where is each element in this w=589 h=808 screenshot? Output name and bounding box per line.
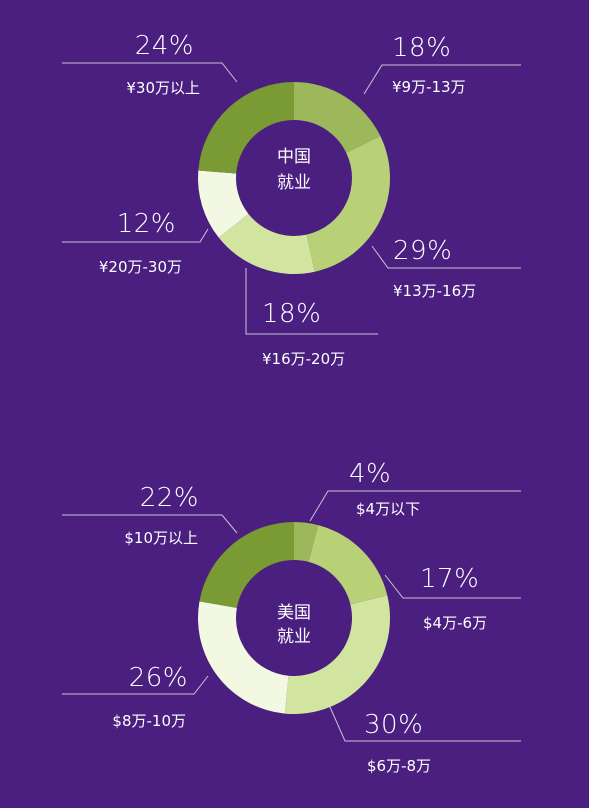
donut-slice [284, 595, 390, 714]
slice-percent-label: 30% [364, 710, 423, 740]
leader-line [62, 514, 238, 534]
donut-center-label: 就业 [277, 173, 311, 193]
leader-line [371, 245, 521, 269]
slice-range-label: ¥9万-13万 [392, 78, 466, 96]
donut-slice [294, 82, 381, 153]
donut-slice [306, 136, 391, 272]
leader-line [309, 490, 521, 522]
slice-percent-label: 22% [140, 483, 199, 513]
slice-range-label: ¥20万-30万 [99, 258, 182, 276]
slice-percent-label: 12% [117, 209, 176, 239]
slice-percent-label: 17% [420, 564, 479, 594]
slice-range-label: $8万-10万 [112, 712, 186, 730]
slice-percent-label: 26% [129, 663, 188, 693]
donut-slice [199, 522, 294, 608]
leader-line [329, 706, 521, 742]
slice-range-label: $4万-6万 [423, 614, 487, 632]
slice-percent-label: 29% [393, 236, 452, 266]
leader-line [384, 574, 521, 599]
leader-line [245, 268, 378, 335]
slice-range-label: $4万以下 [356, 500, 420, 518]
donut-center-label: 就业 [277, 627, 311, 647]
leader-line [62, 228, 209, 243]
donut-slice [218, 213, 315, 274]
donut-slice [198, 82, 294, 174]
leader-line [62, 675, 209, 695]
slice-range-label: ¥13万-16万 [393, 282, 476, 300]
slice-percent-label: 4% [349, 459, 391, 489]
donut-slice [308, 525, 388, 605]
donut-slice [198, 601, 289, 714]
slice-range-label: ¥30万以上 [126, 79, 200, 97]
slice-range-label: $6万-8万 [367, 757, 431, 775]
donut-slice [294, 522, 319, 562]
leader-line [363, 64, 521, 95]
slice-percent-label: 24% [135, 31, 194, 61]
usa-donut-chart: 4% $4万以下 17% $4万-6万 30% $6万-8万 26% $8万-10万 22% $1… [62, 459, 521, 775]
donut-center-label: 中国 [277, 147, 311, 167]
donut-center-label: 美国 [277, 603, 311, 623]
china-donut-chart: 18% ¥9万-13万 29% ¥13万-16万 18% ¥16万-20万 12% ¥20万-… [62, 31, 521, 368]
slice-range-label: ¥16万-20万 [262, 350, 345, 368]
leader-line [62, 62, 238, 83]
slice-percent-label: 18% [392, 33, 451, 63]
donut-slice [198, 170, 249, 238]
slice-percent-label: 18% [262, 299, 321, 329]
slice-range-label: $10万以上 [124, 529, 198, 547]
